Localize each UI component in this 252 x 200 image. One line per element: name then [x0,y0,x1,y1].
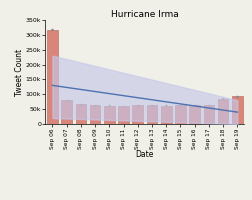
Bar [90,105,101,124]
Bar [61,100,72,124]
X-axis label: Date: Date [136,150,154,159]
Bar [76,104,86,124]
Bar [161,106,172,124]
Bar [189,105,200,124]
Bar [232,96,243,124]
Bar [133,105,143,124]
Bar [118,106,129,124]
Bar [218,99,229,124]
Bar [47,30,58,124]
Bar [147,105,157,124]
Y-axis label: Tweet Count: Tweet Count [15,48,24,96]
Bar [104,106,115,124]
Bar [204,105,214,124]
Bar [175,105,186,124]
Title: Hurricane Irma: Hurricane Irma [111,10,179,19]
